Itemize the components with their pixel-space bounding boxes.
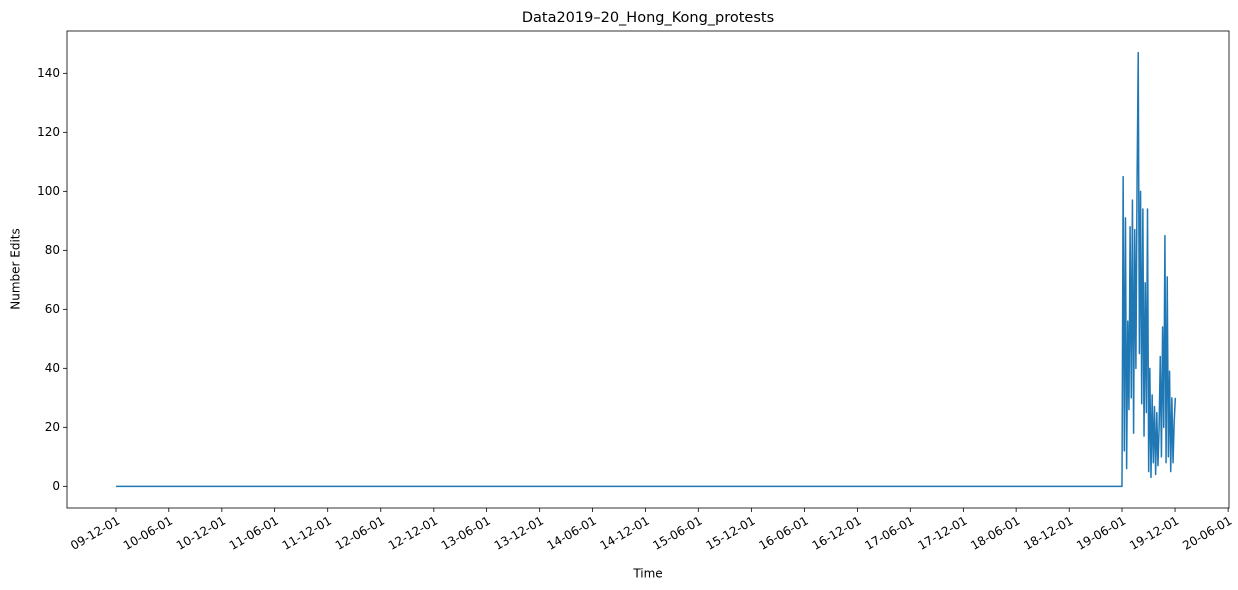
x-tick-label: 13-06-01	[439, 514, 493, 553]
x-tick-label: 18-12-01	[1021, 514, 1075, 553]
x-tick-label: 12-06-01	[333, 514, 387, 553]
x-tick-label: 16-12-01	[810, 514, 864, 553]
x-tick-label: 12-12-01	[386, 514, 440, 553]
y-tick-label: 120	[37, 125, 60, 139]
x-tick-label: 09-12-01	[68, 514, 122, 553]
x-tick-label: 14-12-01	[598, 514, 652, 553]
y-axis-label: Number Edits	[9, 228, 23, 310]
x-tick-label: 20-06-01	[1180, 514, 1234, 553]
x-tick-label: 15-06-01	[650, 514, 704, 553]
line-series	[116, 51, 1177, 488]
x-tick-label: 10-06-01	[121, 514, 175, 553]
x-tick-label: 14-06-01	[545, 514, 599, 553]
x-tick-label: 15-12-01	[703, 514, 757, 553]
y-tick-label: 0	[52, 479, 60, 493]
x-tick-label: 16-06-01	[757, 514, 811, 553]
x-tick-label: 19-12-01	[1127, 514, 1181, 553]
x-tick-label: 17-06-01	[862, 514, 916, 553]
y-tick-label: 40	[45, 361, 60, 375]
x-tick-label: 13-12-01	[492, 514, 546, 553]
y-tick-label: 140	[37, 66, 60, 80]
y-tick-label: 20	[45, 420, 60, 434]
y-tick-label: 80	[45, 243, 60, 257]
x-tick-label: 11-12-01	[280, 514, 334, 553]
x-tick-label: 19-06-01	[1074, 514, 1128, 553]
x-axis-label: Time	[632, 567, 662, 581]
x-tick-label: 10-12-01	[174, 514, 228, 553]
plot-frame	[66, 30, 1230, 509]
x-tick-label: 17-12-01	[915, 514, 969, 553]
chart-title: Data2019–20_Hong_Kong_protests	[522, 10, 774, 26]
y-tick-label: 100	[37, 184, 60, 198]
x-tick-label: 11-06-01	[227, 514, 281, 553]
x-tick-label: 18-06-01	[968, 514, 1022, 553]
y-tick-label: 60	[45, 302, 60, 316]
